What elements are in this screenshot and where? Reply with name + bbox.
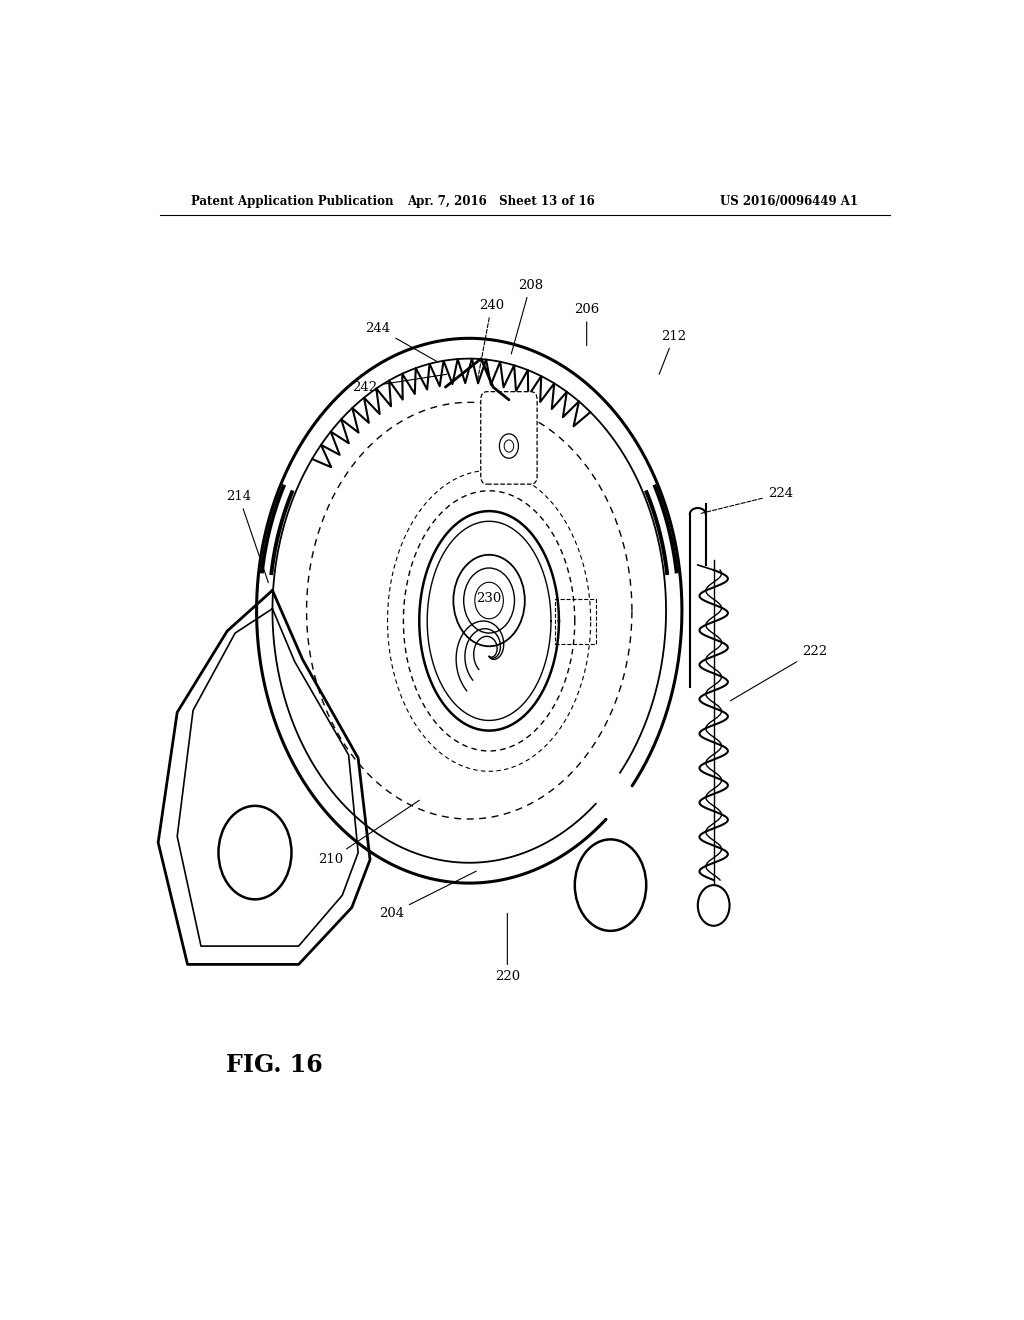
Circle shape: [218, 805, 292, 899]
Text: 220: 220: [495, 913, 520, 983]
Text: 206: 206: [574, 304, 599, 346]
Text: Patent Application Publication: Patent Application Publication: [191, 194, 394, 207]
Text: 230: 230: [476, 591, 502, 605]
Text: 214: 214: [226, 490, 268, 582]
Circle shape: [574, 840, 646, 931]
Text: FIG. 16: FIG. 16: [226, 1053, 324, 1077]
Text: 208: 208: [511, 279, 543, 354]
Circle shape: [697, 886, 729, 925]
Text: Apr. 7, 2016   Sheet 13 of 16: Apr. 7, 2016 Sheet 13 of 16: [408, 194, 595, 207]
FancyBboxPatch shape: [480, 392, 538, 484]
Text: 224: 224: [700, 487, 793, 513]
Text: US 2016/0096449 A1: US 2016/0096449 A1: [720, 194, 858, 207]
Text: 240: 240: [477, 300, 504, 379]
Text: 242: 242: [352, 375, 446, 393]
Text: 212: 212: [659, 330, 686, 375]
Text: 210: 210: [317, 800, 419, 866]
Text: 244: 244: [366, 322, 436, 362]
Text: 222: 222: [730, 645, 827, 701]
Circle shape: [454, 554, 525, 647]
Text: 204: 204: [379, 871, 476, 920]
